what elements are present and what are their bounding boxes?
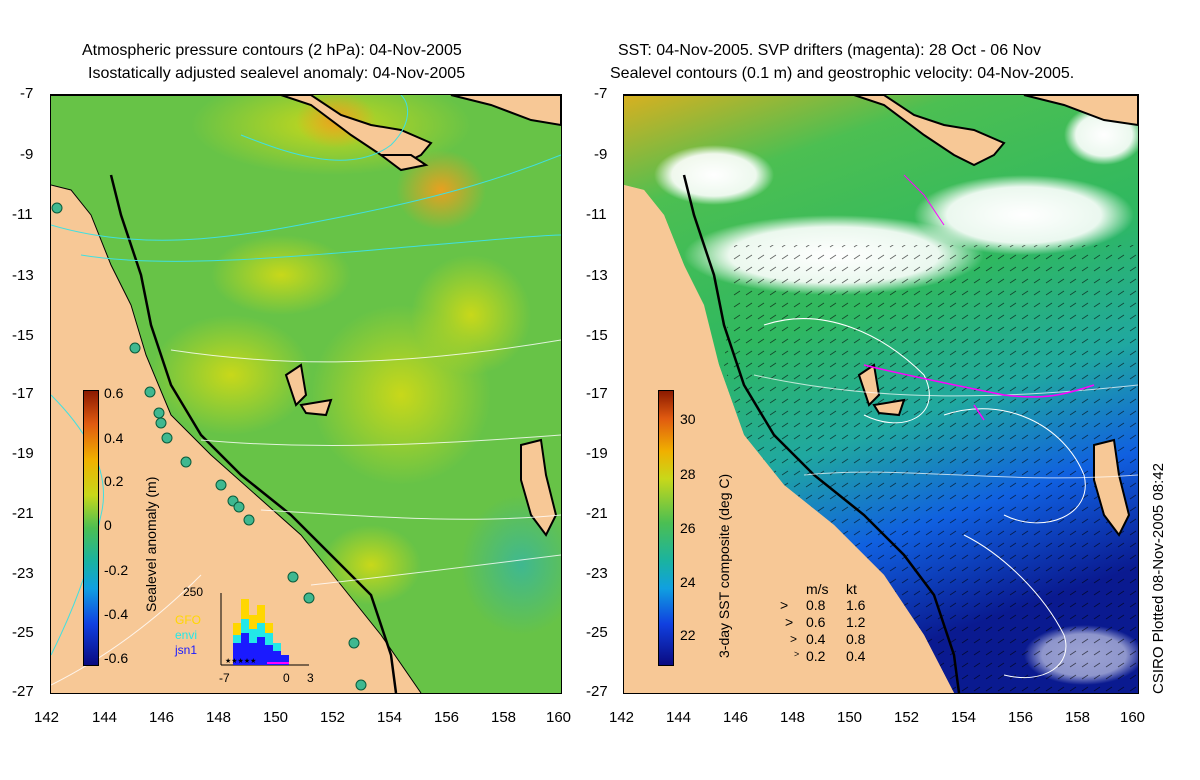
left-xtick-7: 156: [434, 709, 460, 726]
legend-arrow-1: >: [785, 614, 794, 630]
credit-text: CSIRO Plotted 08-Nov-2005 08:42: [1150, 463, 1167, 694]
left-xtick-6: 154: [377, 709, 403, 726]
legend-kt-0: 1.6: [846, 597, 866, 613]
left-xtick-1: 144: [92, 709, 118, 726]
right-xtick-9: 160: [1120, 709, 1146, 726]
right-xtick-0: 142: [609, 709, 635, 726]
left-xtick-0: 142: [34, 709, 60, 726]
right-ytick-8: -23: [586, 565, 608, 582]
right-xtick-1: 144: [666, 709, 692, 726]
right-title-line2: Sealevel contours (0.1 m) and geostrophi…: [610, 65, 1075, 82]
left-map-panel: ★★★★★ 250 GFO envi jsn1 -7 0 3: [50, 94, 562, 694]
right-ytick-6: -19: [586, 445, 608, 462]
right-xtick-8: 158: [1065, 709, 1091, 726]
legend-arrow-0: >: [780, 597, 789, 613]
right-cb-tick-3: 24: [680, 574, 696, 590]
left-xtick-9: 160: [546, 709, 572, 726]
right-ytick-3: -13: [586, 267, 608, 284]
left-cb-tick-5: -0.4: [104, 606, 129, 622]
right-xtick-3: 148: [780, 709, 806, 726]
right-ytick-10: -27: [586, 683, 608, 700]
left-hist-xtick-0: -7: [219, 671, 230, 685]
left-cb-tick-6: -0.6: [104, 650, 129, 666]
left-ytick-8: -23: [12, 565, 34, 582]
right-xtick-6: 154: [951, 709, 977, 726]
left-xtick-5: 152: [320, 709, 346, 726]
right-colorbar: [658, 390, 674, 666]
right-map-panel: [623, 94, 1139, 694]
left-map-drawing: [51, 95, 561, 693]
left-xtick-4: 150: [263, 709, 289, 726]
left-ytick-0: -7: [20, 85, 34, 102]
right-xtick-5: 152: [894, 709, 920, 726]
left-cb-tick-1: 0.4: [104, 430, 124, 446]
right-xtick-4: 150: [837, 709, 863, 726]
left-ytick-7: -21: [12, 505, 34, 522]
left-colorbar: [83, 390, 99, 666]
left-title-line2: Isostatically adjusted sealevel anomaly:…: [88, 65, 466, 82]
left-ytick-2: -11: [12, 206, 33, 223]
right-cb-tick-2: 26: [680, 520, 696, 536]
left-hist-legend-gfo: GFO: [175, 613, 201, 627]
legend-header-kt: kt: [846, 581, 857, 597]
left-ytick-5: -17: [12, 385, 34, 402]
left-hist-xtick-1: 0: [283, 671, 290, 685]
left-xtick-8: 158: [491, 709, 517, 726]
left-cb-tick-3: 0: [104, 517, 112, 533]
right-xtick-2: 146: [723, 709, 749, 726]
left-ytick-10: -27: [12, 683, 34, 700]
right-cb-tick-1: 28: [680, 466, 696, 482]
left-cb-tick-4: -0.2: [104, 562, 129, 578]
left-xtick-3: 148: [206, 709, 232, 726]
left-hist-legend-jsn1: jsn1: [175, 643, 198, 657]
left-australia: [51, 185, 421, 693]
legend-kt-2: 0.8: [846, 631, 866, 647]
right-ytick-1: -9: [594, 146, 608, 163]
legend-ms-1: 0.6: [806, 614, 826, 630]
left-hist-ymax: 250: [183, 585, 204, 599]
right-australia: [624, 185, 954, 693]
legend-kt-3: 0.4: [846, 648, 866, 664]
left-histogram: ★★★★★: [220, 593, 309, 666]
right-ytick-0: -7: [594, 85, 608, 102]
left-hist-xtick-2: 3: [307, 671, 314, 685]
left-colorbar-label: Sealevel anomaly (m): [143, 476, 159, 612]
left-new-guinea: [51, 95, 433, 167]
right-colorbar-label: 3-day SST composite (deg C): [716, 473, 732, 658]
left-ytick-1: -9: [20, 146, 34, 163]
legend-arrow-3: >: [794, 649, 800, 659]
right-ytick-2: -11: [586, 206, 607, 223]
left-cb-tick-2: 0.2: [104, 473, 124, 489]
right-ytick-9: -25: [586, 624, 608, 641]
right-xtick-7: 156: [1008, 709, 1034, 726]
right-new-guinea: [624, 95, 1006, 167]
legend-ms-2: 0.4: [806, 631, 826, 647]
right-cb-tick-0: 30: [680, 411, 696, 427]
right-cb-tick-4: 22: [680, 627, 696, 643]
left-ytick-4: -15: [12, 327, 34, 344]
legend-header-ms: m/s: [806, 581, 829, 597]
legend-kt-1: 1.2: [846, 614, 866, 630]
legend-ms-0: 0.8: [806, 597, 826, 613]
right-ytick-4: -15: [586, 327, 608, 344]
legend-arrow-2: >: [790, 632, 798, 646]
right-ytick-7: -21: [586, 505, 608, 522]
svg-text:★★★★★: ★★★★★: [225, 657, 256, 665]
left-hist-legend-envi: envi: [175, 628, 198, 642]
left-cb-tick-0: 0.6: [104, 385, 124, 401]
legend-ms-3: 0.2: [806, 648, 826, 664]
right-ytick-5: -17: [586, 385, 608, 402]
left-xtick-2: 146: [149, 709, 175, 726]
left-ytick-6: -19: [12, 445, 34, 462]
right-title-line1: SST: 04-Nov-2005. SVP drifters (magenta)…: [618, 42, 1041, 59]
left-ytick-3: -13: [12, 267, 34, 284]
left-title-line1: Atmospheric pressure contours (2 hPa): 0…: [82, 42, 462, 59]
right-map-drawing: [624, 95, 1138, 693]
left-ytick-9: -25: [12, 624, 34, 641]
